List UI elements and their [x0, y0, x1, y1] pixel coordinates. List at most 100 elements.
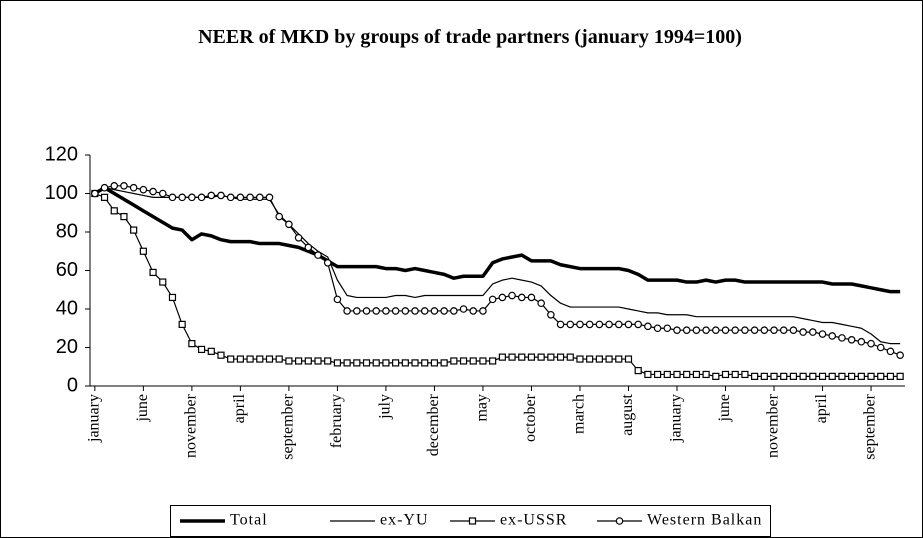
marker [828, 372, 836, 380]
marker [663, 324, 672, 333]
marker [576, 355, 584, 363]
marker [886, 372, 895, 380]
marker [712, 326, 720, 334]
marker [469, 307, 478, 315]
marker [421, 359, 429, 367]
marker [285, 357, 293, 365]
legend-label: Western Balkan [647, 512, 762, 529]
marker [285, 220, 293, 229]
marker [440, 307, 448, 315]
marker [440, 359, 448, 367]
marker [799, 328, 807, 336]
marker [547, 353, 555, 361]
marker [673, 326, 681, 334]
marker [615, 355, 623, 363]
marker [275, 212, 283, 221]
y-tick-label: 120 [45, 143, 78, 165]
marker [712, 372, 720, 380]
marker [828, 332, 837, 340]
x-tick-label: september [280, 393, 297, 459]
marker [159, 278, 167, 286]
marker [236, 355, 244, 363]
marker [692, 326, 701, 334]
x-tick-label: november [765, 393, 782, 458]
marker [867, 339, 875, 348]
marker [255, 193, 264, 202]
y-tick-label: 60 [56, 259, 78, 281]
marker [353, 307, 361, 315]
x-tick-label: october [522, 393, 539, 442]
marker [770, 326, 778, 334]
marker [867, 372, 875, 380]
marker [149, 268, 157, 277]
marker [818, 372, 827, 380]
x-tick-label: december [425, 393, 442, 456]
marker [624, 355, 633, 363]
x-tick-label: april [231, 393, 248, 423]
marker [780, 372, 788, 380]
marker [586, 355, 594, 363]
legend-label: ex-USSR [500, 512, 567, 529]
marker [304, 243, 313, 252]
marker [556, 353, 565, 361]
marker [265, 355, 274, 363]
marker [799, 372, 807, 380]
x-tick-label: july [377, 394, 394, 420]
y-tick-label: 40 [56, 297, 78, 319]
marker [372, 307, 381, 315]
marker [615, 517, 624, 525]
marker [624, 320, 633, 329]
marker [731, 326, 740, 334]
x-tick-label: january [668, 394, 685, 443]
marker [537, 299, 545, 308]
marker [741, 370, 749, 379]
marker [411, 307, 419, 315]
marker [653, 370, 662, 379]
marker [256, 355, 264, 363]
marker [877, 372, 885, 380]
marker [721, 326, 730, 334]
marker [848, 372, 856, 380]
marker [246, 355, 254, 363]
marker [226, 193, 235, 202]
marker [518, 353, 526, 361]
marker [498, 293, 507, 302]
marker [265, 193, 274, 202]
marker [100, 193, 109, 201]
marker [469, 357, 477, 365]
marker [333, 359, 342, 367]
marker [314, 357, 322, 365]
marker [468, 517, 477, 525]
marker [314, 251, 322, 259]
marker [411, 359, 419, 367]
marker [227, 355, 235, 363]
marker [498, 353, 506, 361]
marker [809, 328, 817, 336]
marker [401, 359, 409, 367]
marker [324, 357, 332, 365]
marker [789, 326, 798, 334]
marker [294, 233, 303, 242]
marker [129, 183, 138, 192]
x-tick-label: august [619, 393, 636, 435]
marker [362, 307, 371, 315]
marker [333, 295, 342, 304]
marker [488, 295, 497, 304]
marker [197, 345, 206, 354]
marker [644, 370, 652, 379]
marker [721, 370, 730, 379]
marker [246, 193, 254, 202]
marker [130, 226, 138, 234]
marker [857, 337, 866, 346]
marker [391, 307, 400, 315]
marker [479, 357, 487, 365]
marker [459, 357, 468, 365]
marker [527, 293, 536, 302]
marker [750, 326, 759, 334]
marker [168, 293, 177, 302]
legend-label: ex-YU [380, 512, 429, 529]
marker [760, 372, 768, 380]
marker [430, 359, 439, 367]
marker [847, 335, 856, 344]
